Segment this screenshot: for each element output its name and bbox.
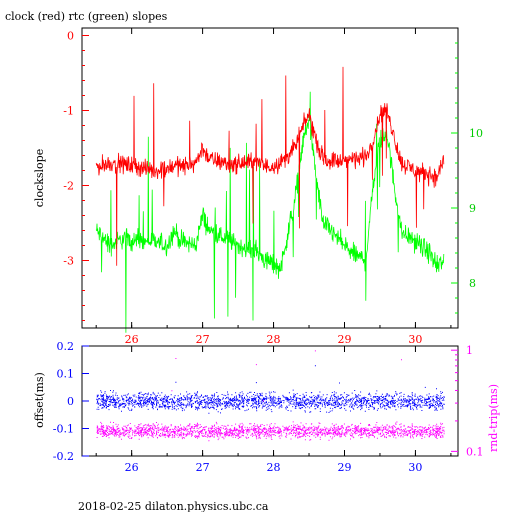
slopes-plot-frame	[81, 27, 459, 329]
offset-axis-label: offset(ms)	[33, 372, 46, 428]
x-tick-label: 29	[337, 333, 351, 346]
x-tick-label: 28	[267, 461, 281, 474]
rnd-trip-points	[96, 350, 445, 442]
rnd-trip-point-cloud	[96, 350, 445, 442]
y-tick-label: 0	[67, 395, 74, 408]
x-tick-label: 26	[125, 333, 139, 346]
slopes-panel: 26 27 28 29 30 0 -1 -2 -3 10 9 8 clockslope	[33, 27, 483, 346]
offset-point-cloud	[96, 365, 445, 414]
y2-tick-label: 0.1	[466, 445, 484, 458]
chart-title: clock (red) rtc (green) slopes	[5, 10, 168, 23]
y2-tick-label: 1	[466, 344, 473, 357]
x-tick-label: 29	[337, 461, 351, 474]
y-tick-label: -0.1	[53, 423, 74, 436]
y-axis-label: clockslope	[33, 149, 46, 207]
y-tick-label: 0	[67, 30, 74, 43]
x-tick-label: 26	[125, 461, 139, 474]
offset-points	[96, 365, 445, 414]
y-tick-label: -0.2	[53, 450, 74, 463]
x-tick-label: 30	[408, 333, 422, 346]
y-tick-label: -2	[63, 180, 74, 193]
x-tick-label: 27	[196, 333, 210, 346]
y-tick-label: -3	[63, 255, 74, 268]
rtc-series-line	[95, 91, 445, 333]
footer-text: 2018-02-25 dilaton.physics.ubc.ca	[78, 500, 269, 512]
y2-tick-label: 8	[469, 277, 476, 290]
y2-tick-label: 10	[469, 127, 483, 140]
x-tick-label: 28	[267, 333, 281, 346]
y-tick-label: 0.2	[57, 340, 75, 353]
y-tick-label: 0.1	[57, 368, 75, 381]
clock-series-line	[95, 66, 445, 266]
x-tick-label: 27	[196, 461, 210, 474]
x-tick-label: 30	[408, 461, 422, 474]
y-tick-label: -1	[63, 105, 74, 118]
y2-tick-label: 9	[469, 202, 476, 215]
offset-panel: 26 27 28 29 30 0.2 0.1 0 -0.1 -0.2 1 0.1 offset(ms)…	[33, 340, 500, 474]
offset-plot-frame	[81, 345, 459, 457]
rnd-trip-axis-label: rnd-trip(ms)	[487, 384, 500, 452]
